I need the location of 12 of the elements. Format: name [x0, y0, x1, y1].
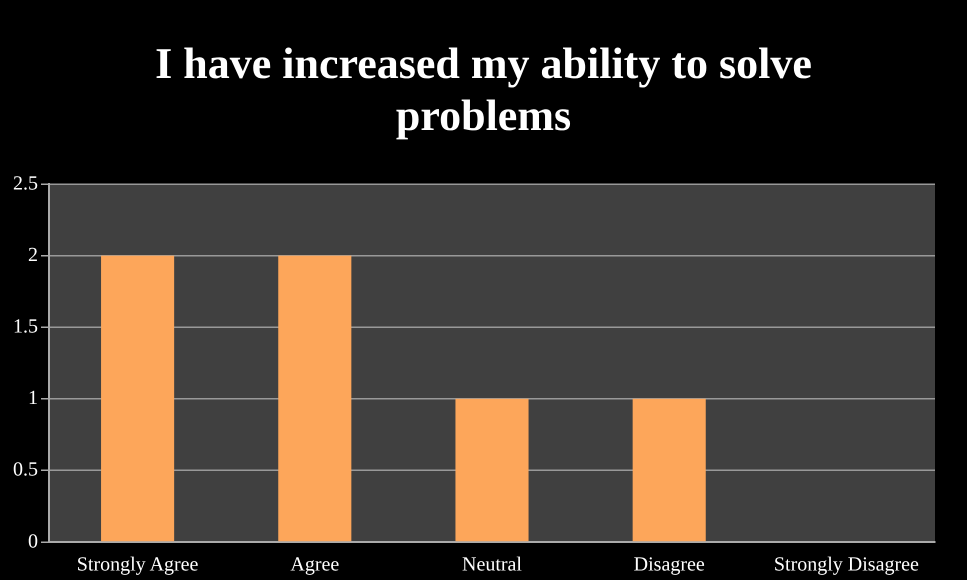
y-tick-label: 1.5 — [13, 315, 38, 338]
x-tick-label: Neutral — [462, 553, 522, 576]
y-tick-label: 2 — [28, 244, 38, 266]
chart-title: I have increased my ability to solve problems — [154, 38, 813, 142]
y-tick-label: 2.5 — [13, 172, 38, 194]
x-tick-label: Strongly Agree — [76, 553, 199, 576]
x-tick-label: Strongly Disagree — [774, 553, 919, 576]
y-tick-label: 0 — [28, 530, 38, 552]
y-tick-label: 0.5 — [13, 458, 38, 481]
x-tick-label: Disagree — [634, 553, 705, 576]
y-tick-label: 1 — [28, 387, 38, 410]
x-tick-label: Agree — [290, 553, 340, 576]
